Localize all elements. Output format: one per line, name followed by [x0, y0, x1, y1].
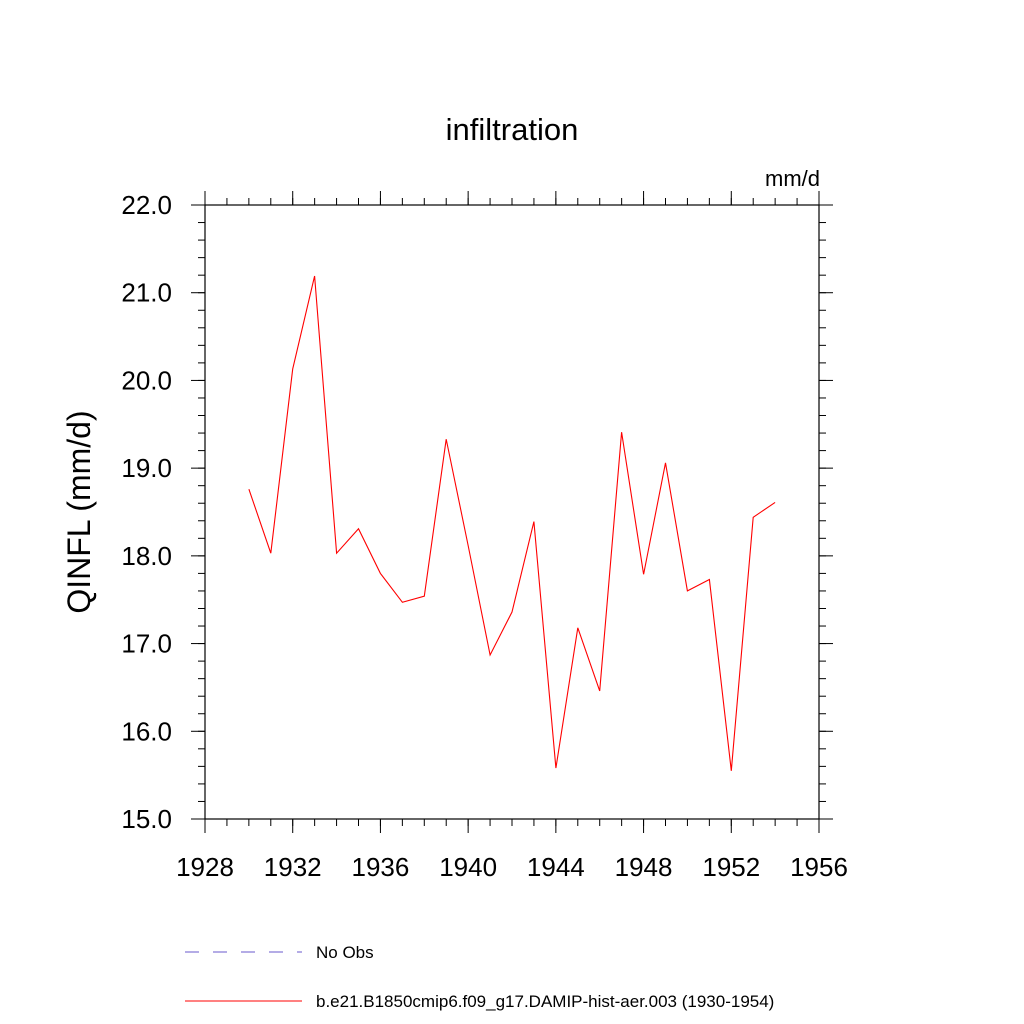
legend-label: b.e21.B1850cmip6.f09_g17.DAMIP-hist-aer.… — [316, 992, 774, 1011]
y-tick-label: 22.0 — [121, 190, 172, 220]
x-tick-label: 1928 — [176, 852, 234, 882]
x-tick-label: 1932 — [264, 852, 322, 882]
y-tick-labels: 15.0 16.0 17.0 18.0 19.0 20.0 21.0 22.0 — [121, 190, 172, 834]
plot-frame — [204, 204, 820, 820]
x-tick-label: 1940 — [439, 852, 497, 882]
x-tick-label: 1948 — [615, 852, 673, 882]
x-tick-label: 1936 — [352, 852, 410, 882]
y-tick-label: 20.0 — [121, 365, 172, 395]
x-tick-label: 1956 — [790, 852, 848, 882]
x-tick-labels: 1928 1932 1936 1940 1944 1948 1952 1956 — [176, 852, 848, 882]
chart-title: infiltration — [446, 112, 579, 147]
legend-label: No Obs — [316, 943, 374, 962]
y-tick-label: 16.0 — [121, 716, 172, 746]
series-line — [248, 275, 776, 771]
y-axis-label: QINFL (mm/d) — [61, 410, 97, 613]
axis-ticks — [191, 191, 833, 833]
y-tick-label: 19.0 — [121, 453, 172, 483]
y-tick-label: 15.0 — [121, 804, 172, 834]
x-tick-label: 1944 — [527, 852, 585, 882]
y-tick-label: 17.0 — [121, 629, 172, 659]
series-layer — [248, 275, 776, 771]
x-tick-label: 1952 — [702, 852, 760, 882]
y-tick-label: 18.0 — [121, 541, 172, 571]
y-tick-label: 21.0 — [121, 278, 172, 308]
units-label: mm/d — [765, 166, 820, 191]
legend: No Obs b.e21.B1850cmip6.f09_g17.DAMIP-his… — [185, 943, 774, 1011]
